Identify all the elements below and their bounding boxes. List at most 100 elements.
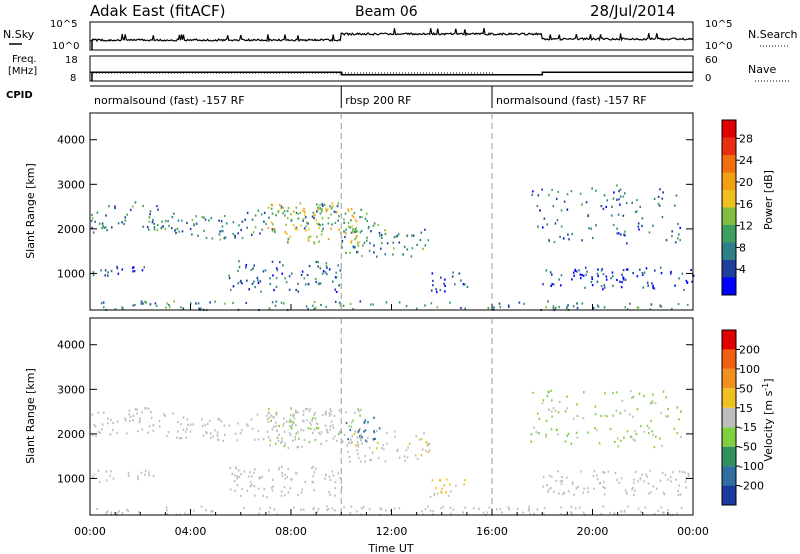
echo-cell xyxy=(317,261,319,264)
echo-cell xyxy=(582,511,585,514)
echo-cell xyxy=(375,447,378,450)
echo-cell xyxy=(283,417,285,420)
echo-cell xyxy=(327,217,330,220)
echo-cell xyxy=(349,251,351,254)
echo-cell xyxy=(313,489,315,492)
colorbar-cell xyxy=(722,225,736,243)
echo-cell xyxy=(293,506,295,509)
echo-cell xyxy=(452,508,455,511)
echo-cell xyxy=(659,479,662,482)
echo-cell xyxy=(518,301,521,304)
cpid-segment-label: rbsp 200 RF xyxy=(345,94,411,107)
echo-cell xyxy=(634,470,637,473)
echo-cell xyxy=(639,205,642,208)
echo-cell xyxy=(367,225,370,229)
echo-cell xyxy=(460,279,462,282)
echo-cell xyxy=(287,239,289,242)
echo-cell xyxy=(360,439,362,442)
echo-cell xyxy=(332,426,335,429)
echo-cell xyxy=(321,217,324,220)
echo-cell xyxy=(561,479,564,482)
echo-cell xyxy=(94,425,97,428)
echo-cell xyxy=(550,428,553,431)
echo-cell xyxy=(300,224,302,227)
echo-cell xyxy=(312,475,314,478)
echo-cell xyxy=(597,305,600,308)
echo-cell xyxy=(440,276,442,279)
echo-cell xyxy=(304,283,307,286)
echo-cell xyxy=(641,272,644,275)
echo-cell xyxy=(313,241,315,244)
echo-cell xyxy=(354,245,356,249)
echo-cell xyxy=(241,487,244,491)
echo-cell xyxy=(297,217,300,220)
echo-cell xyxy=(527,509,530,512)
echo-cell xyxy=(153,228,156,231)
echo-cell xyxy=(575,431,578,434)
echo-cell xyxy=(637,225,640,228)
echo-cell xyxy=(201,215,203,219)
echo-cell xyxy=(140,302,143,305)
echo-cell xyxy=(290,427,293,430)
echo-cell xyxy=(634,489,636,492)
echo-cell xyxy=(234,432,237,435)
echo-cell xyxy=(605,275,608,278)
echo-cell xyxy=(132,419,134,422)
echo-cell xyxy=(641,224,643,228)
echo-cell xyxy=(259,507,261,510)
echo-cell xyxy=(548,390,550,393)
echo-cell xyxy=(348,210,350,213)
echo-cell xyxy=(209,432,212,435)
echo-cell xyxy=(223,236,226,239)
echo-cell xyxy=(406,248,409,251)
echo-cell xyxy=(661,215,664,219)
echo-cell xyxy=(550,273,553,276)
echo-cell xyxy=(239,280,242,284)
echo-cell xyxy=(567,432,570,435)
echo-cell xyxy=(591,187,593,190)
echo-cell xyxy=(283,485,286,489)
echo-cell xyxy=(562,237,565,240)
echo-cell xyxy=(545,269,548,272)
echo-cell xyxy=(384,253,387,256)
echo-cell xyxy=(638,228,640,231)
echo-cell xyxy=(630,436,633,439)
echo-cell xyxy=(331,202,334,205)
echo-cell xyxy=(304,407,307,411)
echo-cell xyxy=(359,216,361,219)
echo-cell xyxy=(653,197,656,200)
echo-cell xyxy=(310,467,313,470)
echo-cell xyxy=(121,268,124,271)
echo-cell xyxy=(679,226,682,230)
velocity-colorbar-tick-label: -15 xyxy=(739,421,757,434)
echo-cell xyxy=(328,414,331,417)
echo-cell xyxy=(337,472,340,475)
echo-cell xyxy=(302,429,305,432)
echo-cell xyxy=(320,303,322,307)
echo-cell xyxy=(318,282,320,285)
echo-cell xyxy=(246,211,249,214)
echo-cell xyxy=(585,273,588,276)
echo-cell xyxy=(432,513,434,516)
echo-cell xyxy=(325,265,328,268)
echo-cell xyxy=(415,435,417,438)
echo-cell xyxy=(271,212,274,215)
echo-cell xyxy=(228,277,231,280)
velocity-colorbar-label: Velocity [m s-1] xyxy=(761,378,775,461)
echo-cell xyxy=(102,306,105,309)
echo-cell xyxy=(685,279,688,282)
echo-cell xyxy=(126,508,128,511)
echo-cell xyxy=(641,273,644,277)
echo-cell xyxy=(260,290,262,293)
echo-cell xyxy=(594,413,597,416)
echo-cell xyxy=(236,477,239,480)
echo-cell xyxy=(488,506,491,509)
echo-cell xyxy=(337,219,339,222)
echo-cell xyxy=(333,435,336,438)
echo-cell xyxy=(315,235,318,238)
echo-cell xyxy=(566,306,568,310)
echo-cell xyxy=(358,410,360,413)
echo-cell xyxy=(677,493,680,496)
echo-cell xyxy=(321,223,324,226)
echo-cell xyxy=(667,407,669,411)
